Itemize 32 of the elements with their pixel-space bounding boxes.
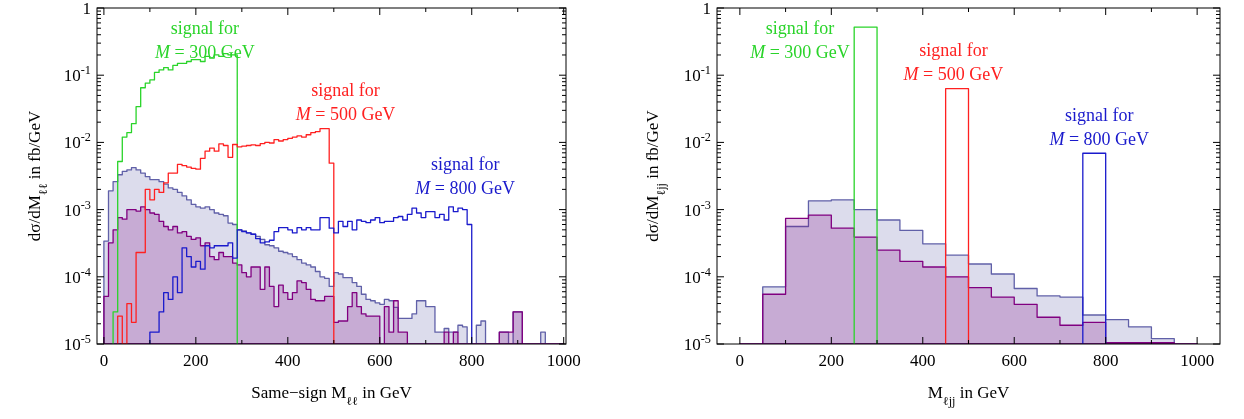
x-tick-label: 600 — [1001, 351, 1027, 370]
x-tick-label: 600 — [367, 351, 393, 370]
x-tick-label: 1000 — [1180, 351, 1215, 370]
x-axis-title: Same−sign M$_{ℓℓ}$ in GeV — [251, 383, 413, 408]
y-tick-label: 10$^{-1}$ — [63, 63, 91, 86]
y-tick-label: 10$^{-5}$ — [63, 332, 91, 354]
x-tick-label: 400 — [275, 351, 301, 370]
y-tick-label: 10$^{-2}$ — [683, 130, 711, 153]
y-tick-label: 10$^{-5}$ — [683, 332, 711, 354]
x-tick-label: 0 — [735, 351, 745, 370]
x-tick-label: 800 — [1092, 351, 1119, 370]
series-label: signal for M = 500 GeV — [902, 39, 1004, 84]
series-label: signal for M = 300 GeV — [749, 18, 850, 63]
series-label: signal for M = 500 GeV — [294, 80, 396, 125]
y-tick-label: 10$^{-1}$ — [683, 63, 711, 86]
x-axis-title: M$_{ℓjj}$ in GeV — [927, 383, 1011, 408]
y-tick-label: 10$^{-4}$ — [63, 264, 91, 287]
y-tick-label: 1 — [702, 0, 711, 18]
series-label: signal for M = 800 GeV — [1048, 105, 1150, 150]
series-label: signal for M = 300 GeV — [154, 18, 255, 63]
y-tick-label: 10$^{-3}$ — [63, 197, 91, 220]
x-tick-label: 200 — [818, 351, 845, 370]
y-tick-label: 10$^{-4}$ — [683, 264, 711, 287]
series-label: signal for M = 800 GeV — [414, 154, 515, 199]
y-tick-label: 10$^{-2}$ — [63, 130, 91, 153]
x-tick-label: 400 — [910, 351, 936, 370]
x-tick-label: 0 — [99, 351, 109, 370]
y-tick-label: 1 — [82, 0, 91, 18]
x-tick-label: 800 — [458, 351, 485, 370]
x-tick-label: 200 — [183, 351, 209, 370]
x-tick-label: 1000 — [546, 351, 581, 370]
y-tick-label: 10$^{-3}$ — [683, 197, 711, 220]
